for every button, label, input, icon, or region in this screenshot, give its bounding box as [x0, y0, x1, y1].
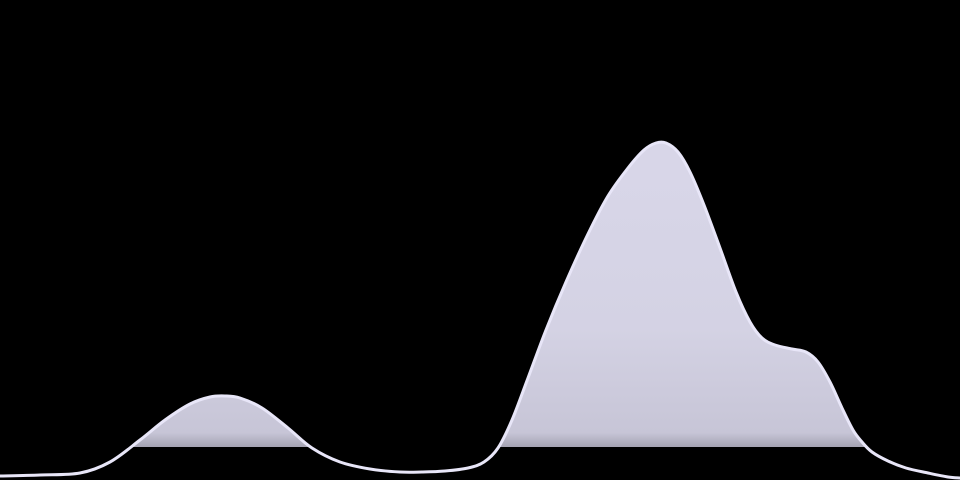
density-curve-line	[0, 140, 960, 480]
density-area-fill	[131, 141, 867, 447]
